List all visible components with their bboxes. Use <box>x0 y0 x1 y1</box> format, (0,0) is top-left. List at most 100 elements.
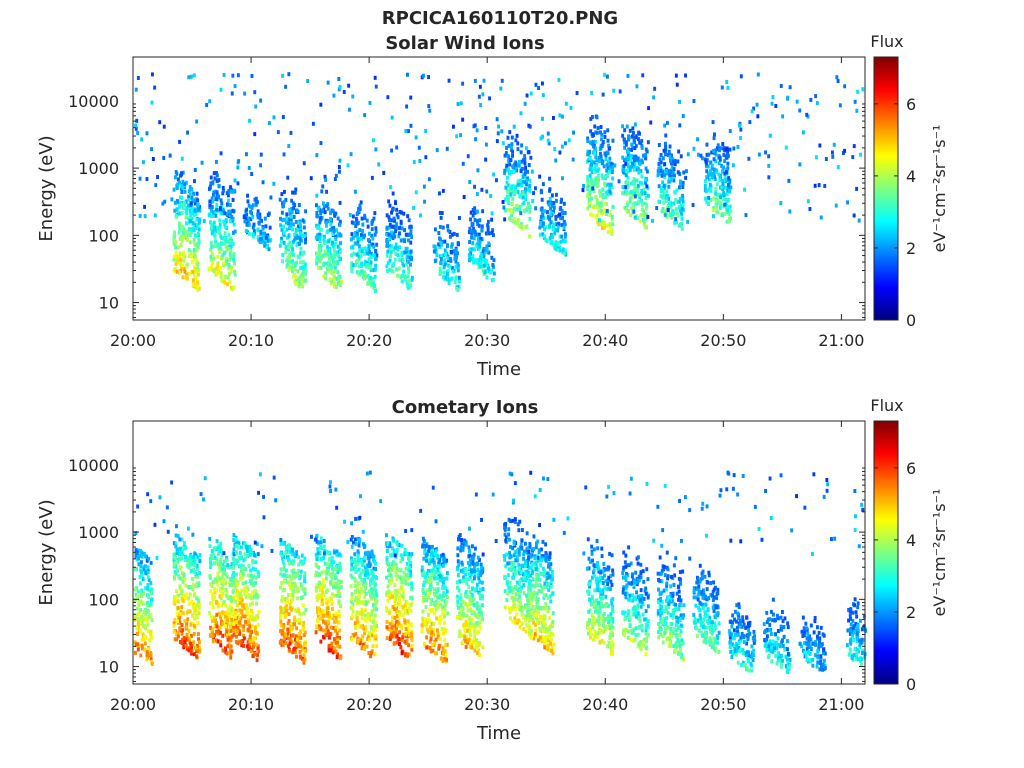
heatmap-cell <box>708 186 712 191</box>
heatmap-cell <box>414 135 418 140</box>
heatmap-cell <box>287 234 291 239</box>
heatmap-cell <box>661 170 665 175</box>
heatmap-cell <box>390 148 393 153</box>
heatmap-cell <box>633 161 637 166</box>
heatmap-cell <box>357 257 361 262</box>
heatmap-cell <box>501 200 505 204</box>
heatmap-cell <box>645 203 649 208</box>
heatmap-cell <box>294 643 298 647</box>
heatmap-cell <box>288 641 292 646</box>
heatmap-cell <box>359 610 363 615</box>
heatmap-cell <box>360 261 364 266</box>
heatmap-cell <box>362 582 365 587</box>
heatmap-cell <box>558 248 562 253</box>
heatmap-cell <box>180 238 184 243</box>
heatmap-cell <box>672 201 675 206</box>
heatmap-cell <box>246 610 249 615</box>
heatmap-cell <box>256 622 260 627</box>
heatmap-cell <box>189 213 192 217</box>
heatmap-cell <box>409 554 412 559</box>
heatmap-cell <box>232 285 236 290</box>
heatmap-cell <box>625 191 629 196</box>
heatmap-cell <box>398 601 402 606</box>
heatmap-cell <box>332 247 336 252</box>
heatmap-cell <box>192 247 196 252</box>
heatmap-cell <box>410 277 414 282</box>
heatmap-cell <box>486 228 490 233</box>
heatmap-cell <box>191 198 194 203</box>
heatmap-cell <box>366 563 370 568</box>
heatmap-cell <box>180 234 184 239</box>
heatmap-cell <box>290 639 294 644</box>
heatmap-cell <box>154 183 158 188</box>
heatmap-cell <box>406 623 410 628</box>
heatmap-cell <box>636 166 640 171</box>
heatmap-cell <box>180 210 184 215</box>
heatmap-cell <box>606 166 610 171</box>
heatmap-cell <box>448 257 452 261</box>
heatmap-cell <box>621 185 625 189</box>
heatmap-cell <box>523 101 527 106</box>
heatmap-cell <box>601 92 605 97</box>
heatmap-cell <box>339 604 343 609</box>
heatmap-cell <box>258 216 262 221</box>
heatmap-cell <box>524 193 527 198</box>
heatmap-cell <box>252 234 255 239</box>
heatmap-cell <box>589 116 593 121</box>
heatmap-cell <box>459 133 462 138</box>
heatmap-cell <box>374 588 378 593</box>
heatmap-cell <box>239 572 242 577</box>
heatmap-cell <box>279 615 282 620</box>
heatmap-cell <box>394 609 398 614</box>
heatmap-cell <box>233 269 236 274</box>
heatmap-cell <box>621 124 624 129</box>
heatmap-cell <box>480 228 484 233</box>
heatmap-cell <box>219 266 222 271</box>
heatmap-cell <box>174 175 177 180</box>
heatmap-cell <box>225 555 229 560</box>
heatmap-cell <box>471 222 475 227</box>
heatmap-cell <box>174 564 178 569</box>
heatmap-cell <box>659 194 663 199</box>
heatmap-cell <box>302 250 306 255</box>
heatmap-cell <box>221 191 225 196</box>
heatmap-cell <box>321 590 325 595</box>
heatmap-cell <box>669 212 673 217</box>
heatmap-cell <box>350 616 353 621</box>
heatmap-cell <box>180 641 184 645</box>
heatmap-cell <box>287 561 291 566</box>
heatmap-cell <box>861 87 865 92</box>
heatmap-cell <box>674 207 678 212</box>
heatmap-cell <box>350 562 354 567</box>
heatmap-cell <box>669 170 672 174</box>
heatmap-cell <box>324 177 327 182</box>
heatmap-cell <box>660 209 664 214</box>
heatmap-cell <box>188 185 192 189</box>
heatmap-cell <box>324 253 328 258</box>
heatmap-cell <box>216 575 220 580</box>
heatmap-cell <box>300 282 304 287</box>
heatmap-cell <box>446 277 450 282</box>
heatmap-cell <box>475 260 479 265</box>
heatmap-cell <box>598 201 602 206</box>
heatmap-cell <box>357 264 361 269</box>
heatmap-cell <box>490 255 494 260</box>
heatmap-cell <box>601 187 605 192</box>
heatmap-cell <box>388 610 392 615</box>
heatmap-cell <box>146 575 150 580</box>
heatmap-cell <box>286 599 289 604</box>
heatmap-cell <box>713 175 716 179</box>
heatmap-cell <box>363 259 367 264</box>
heatmap-cell <box>137 620 140 625</box>
heatmap-cell <box>208 544 212 549</box>
heatmap-cell <box>228 252 232 257</box>
heatmap-cell <box>603 151 607 156</box>
heatmap-cell <box>603 130 607 135</box>
heatmap-cell <box>399 559 403 564</box>
heatmap-cell <box>511 153 514 158</box>
heatmap-cell <box>212 190 216 195</box>
heatmap-cell <box>401 580 405 585</box>
heatmap-cell <box>197 217 201 222</box>
heatmap-cell <box>263 240 267 245</box>
heatmap-cell <box>586 159 589 164</box>
